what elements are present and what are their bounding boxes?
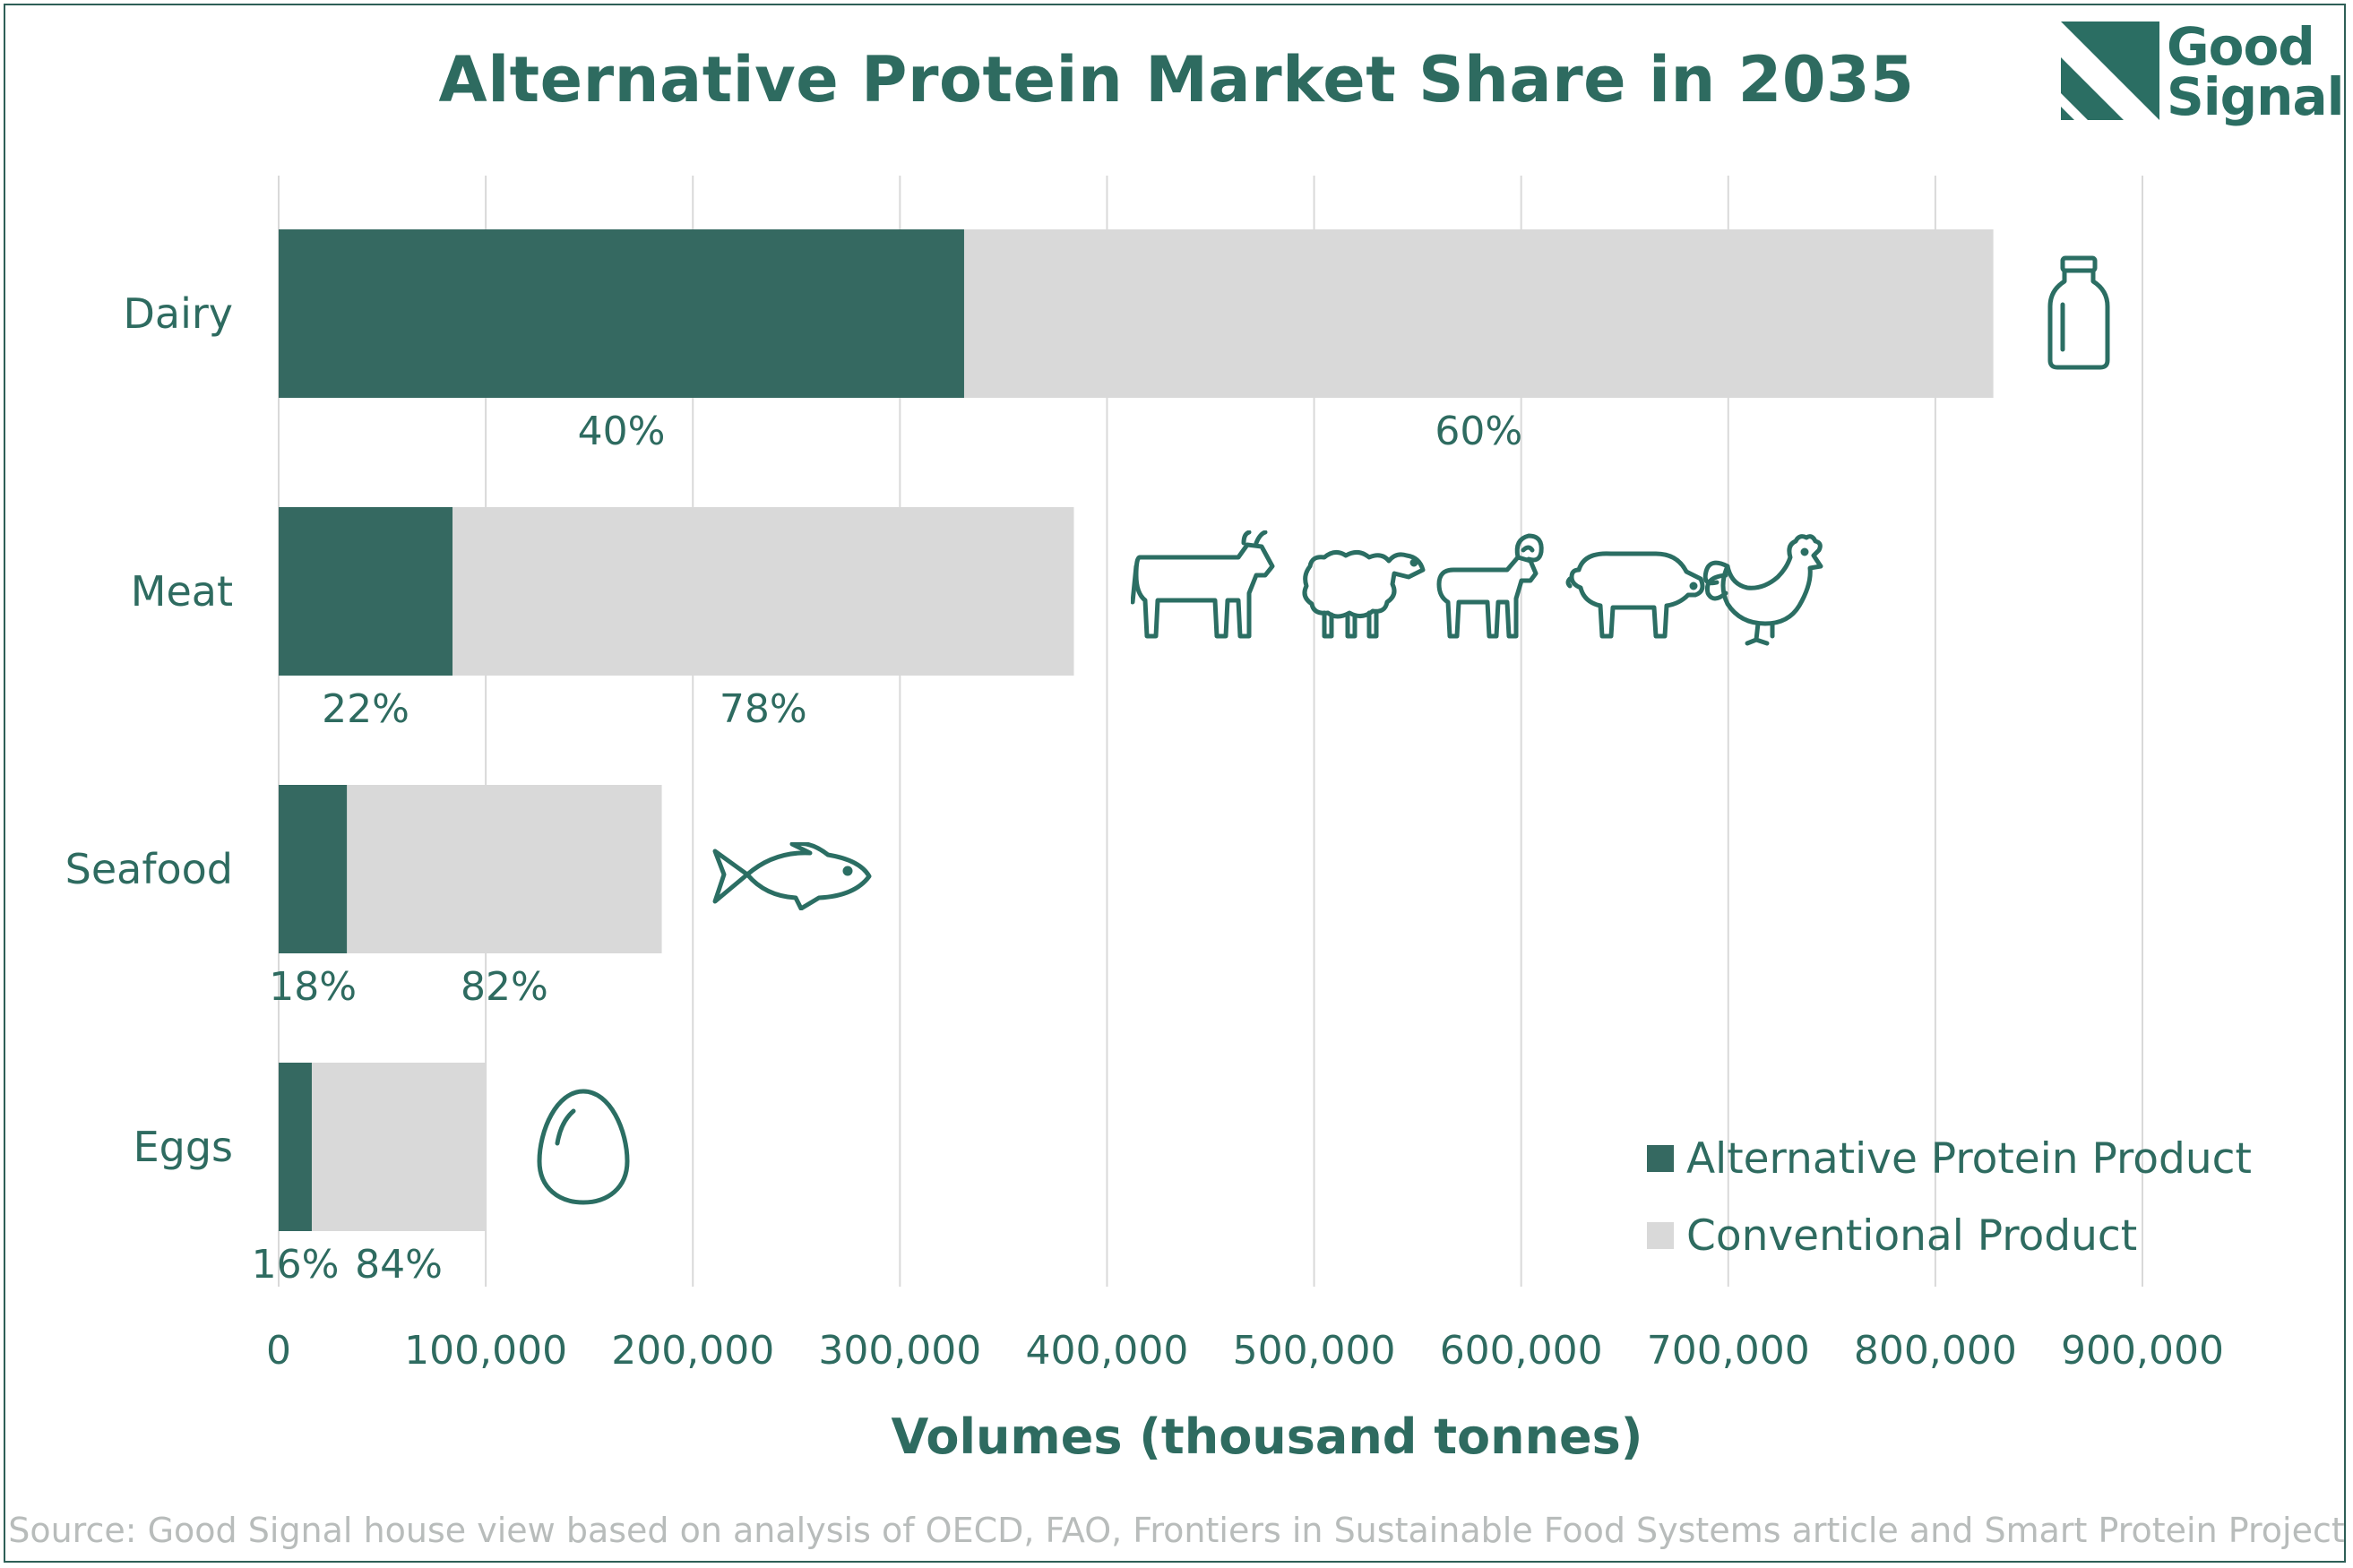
category-label-dairy: Dairy [123,289,233,338]
legend-swatch-conventional [1647,1222,1674,1249]
share-label-alternative-seafood: 18% [269,964,357,1010]
ram-icon [1436,533,1544,639]
x-tick-label: 400,000 [1025,1328,1188,1374]
legend-item-conventional: Conventional Product [1647,1197,2252,1274]
bar-conventional-eggs [311,1063,487,1231]
x-tick-label: 500,000 [1233,1328,1396,1374]
x-tick-labels: 0 100,000 200,000 300,000 400,000 500,000 600,… [266,1328,2224,1374]
legend-label-alternative: Alternative Protein Product [1686,1133,2252,1184]
x-tick-label: 300,000 [818,1328,981,1374]
share-label-conventional-seafood: 82% [461,964,548,1010]
x-tick-label: 100,000 [404,1328,567,1374]
logo-text: Good Signal [2167,16,2344,127]
pig-icon [1565,551,1705,639]
livestock-icons [1131,530,1823,646]
x-tick-label: 600,000 [1440,1328,1603,1374]
bar-conventional-meat [452,507,1074,676]
category-label-eggs: Eggs [134,1123,233,1171]
rooster-icon [1702,534,1823,646]
share-label-conventional-dairy: 60% [1435,409,1522,454]
category-label-seafood: Seafood [65,845,233,893]
x-tick-label: 200,000 [611,1328,774,1374]
good-signal-logo: Good Signal [2061,21,2344,129]
category-labels: Dairy Meat Seafood Eggs [65,289,233,1171]
x-axis-title: Volumes (thousand tonnes) [892,1409,1643,1465]
legend-label-conventional: Conventional Product [1686,1210,2138,1261]
category-label-meat: Meat [131,567,233,616]
legend-swatch-alternative [1647,1145,1674,1172]
x-tick-label: 800,000 [1854,1328,2017,1374]
logo-mark-icon [2061,22,2159,120]
cow-icon [1131,530,1275,639]
logo-line-1: Good [2167,16,2315,77]
x-tick-label: 0 [266,1328,291,1374]
x-tick-label: 900,000 [2061,1328,2224,1374]
bars [279,229,1994,1231]
legend-item-alternative: Alternative Protein Product [1647,1120,2252,1197]
bar-alternative-meat [279,507,453,676]
bar-conventional-dairy [963,229,1994,398]
chart-frame [4,4,2346,1563]
bar-conventional-seafood [347,785,662,953]
milk-bottle-icon [2047,255,2110,370]
egg-icon [537,1089,630,1205]
fish-icon [712,842,872,910]
share-label-alternative-eggs: 16% [252,1242,340,1288]
share-label-conventional-eggs: 84% [355,1242,443,1288]
legend: Alternative Protein Product Conventional… [1647,1120,2252,1274]
source-note: Source: Good Signal house view based on … [8,1511,2345,1550]
chart-title: Alternative Protein Market Share in 2035 [438,43,1915,116]
x-tick-label: 700,000 [1647,1328,1810,1374]
share-label-alternative-dairy: 40% [578,409,666,454]
sheep-icon [1302,550,1426,639]
share-label-conventional-meat: 78% [720,686,807,732]
share-label-alternative-meat: 22% [322,686,409,732]
logo-line-2: Signal [2167,66,2344,127]
share-labels: 40% 60% 22% 78% 18% 82% 16% 84% [252,409,1523,1288]
bar-alternative-eggs [279,1063,312,1231]
bar-alternative-dairy [279,229,964,398]
bar-alternative-seafood [279,785,348,953]
